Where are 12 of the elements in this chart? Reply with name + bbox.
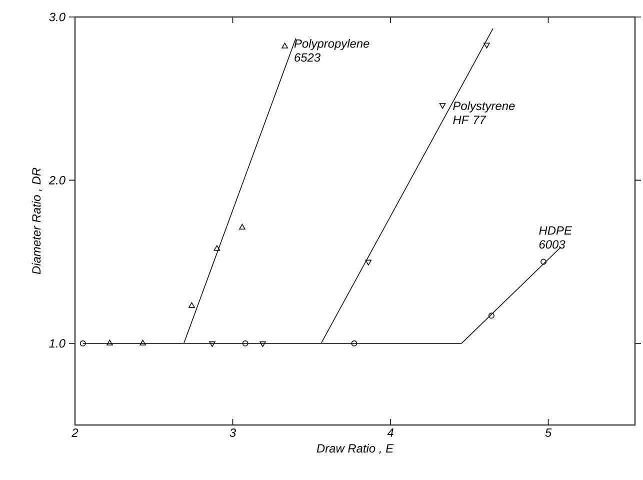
x-tick-label: 2 (72, 428, 78, 437)
y-tick-label: 1.0 (49, 339, 66, 348)
x-tick-label: 4 (387, 428, 394, 437)
x-axis-title: Draw Ratio , E (316, 444, 394, 454)
series-label: HDPE 6003 (539, 226, 572, 249)
series-label: Polystyrene HF 77 (453, 101, 515, 124)
series-label: Polypropylene 6523 (294, 39, 370, 62)
x-tick-label: 3 (230, 428, 236, 437)
y-axis-title: Diameter Ratio , DR (32, 168, 42, 274)
y-tick-label: 2.0 (48, 176, 66, 184)
y-tick-label: 3.0 (49, 12, 66, 22)
x-tick-label: 5 (545, 428, 552, 437)
